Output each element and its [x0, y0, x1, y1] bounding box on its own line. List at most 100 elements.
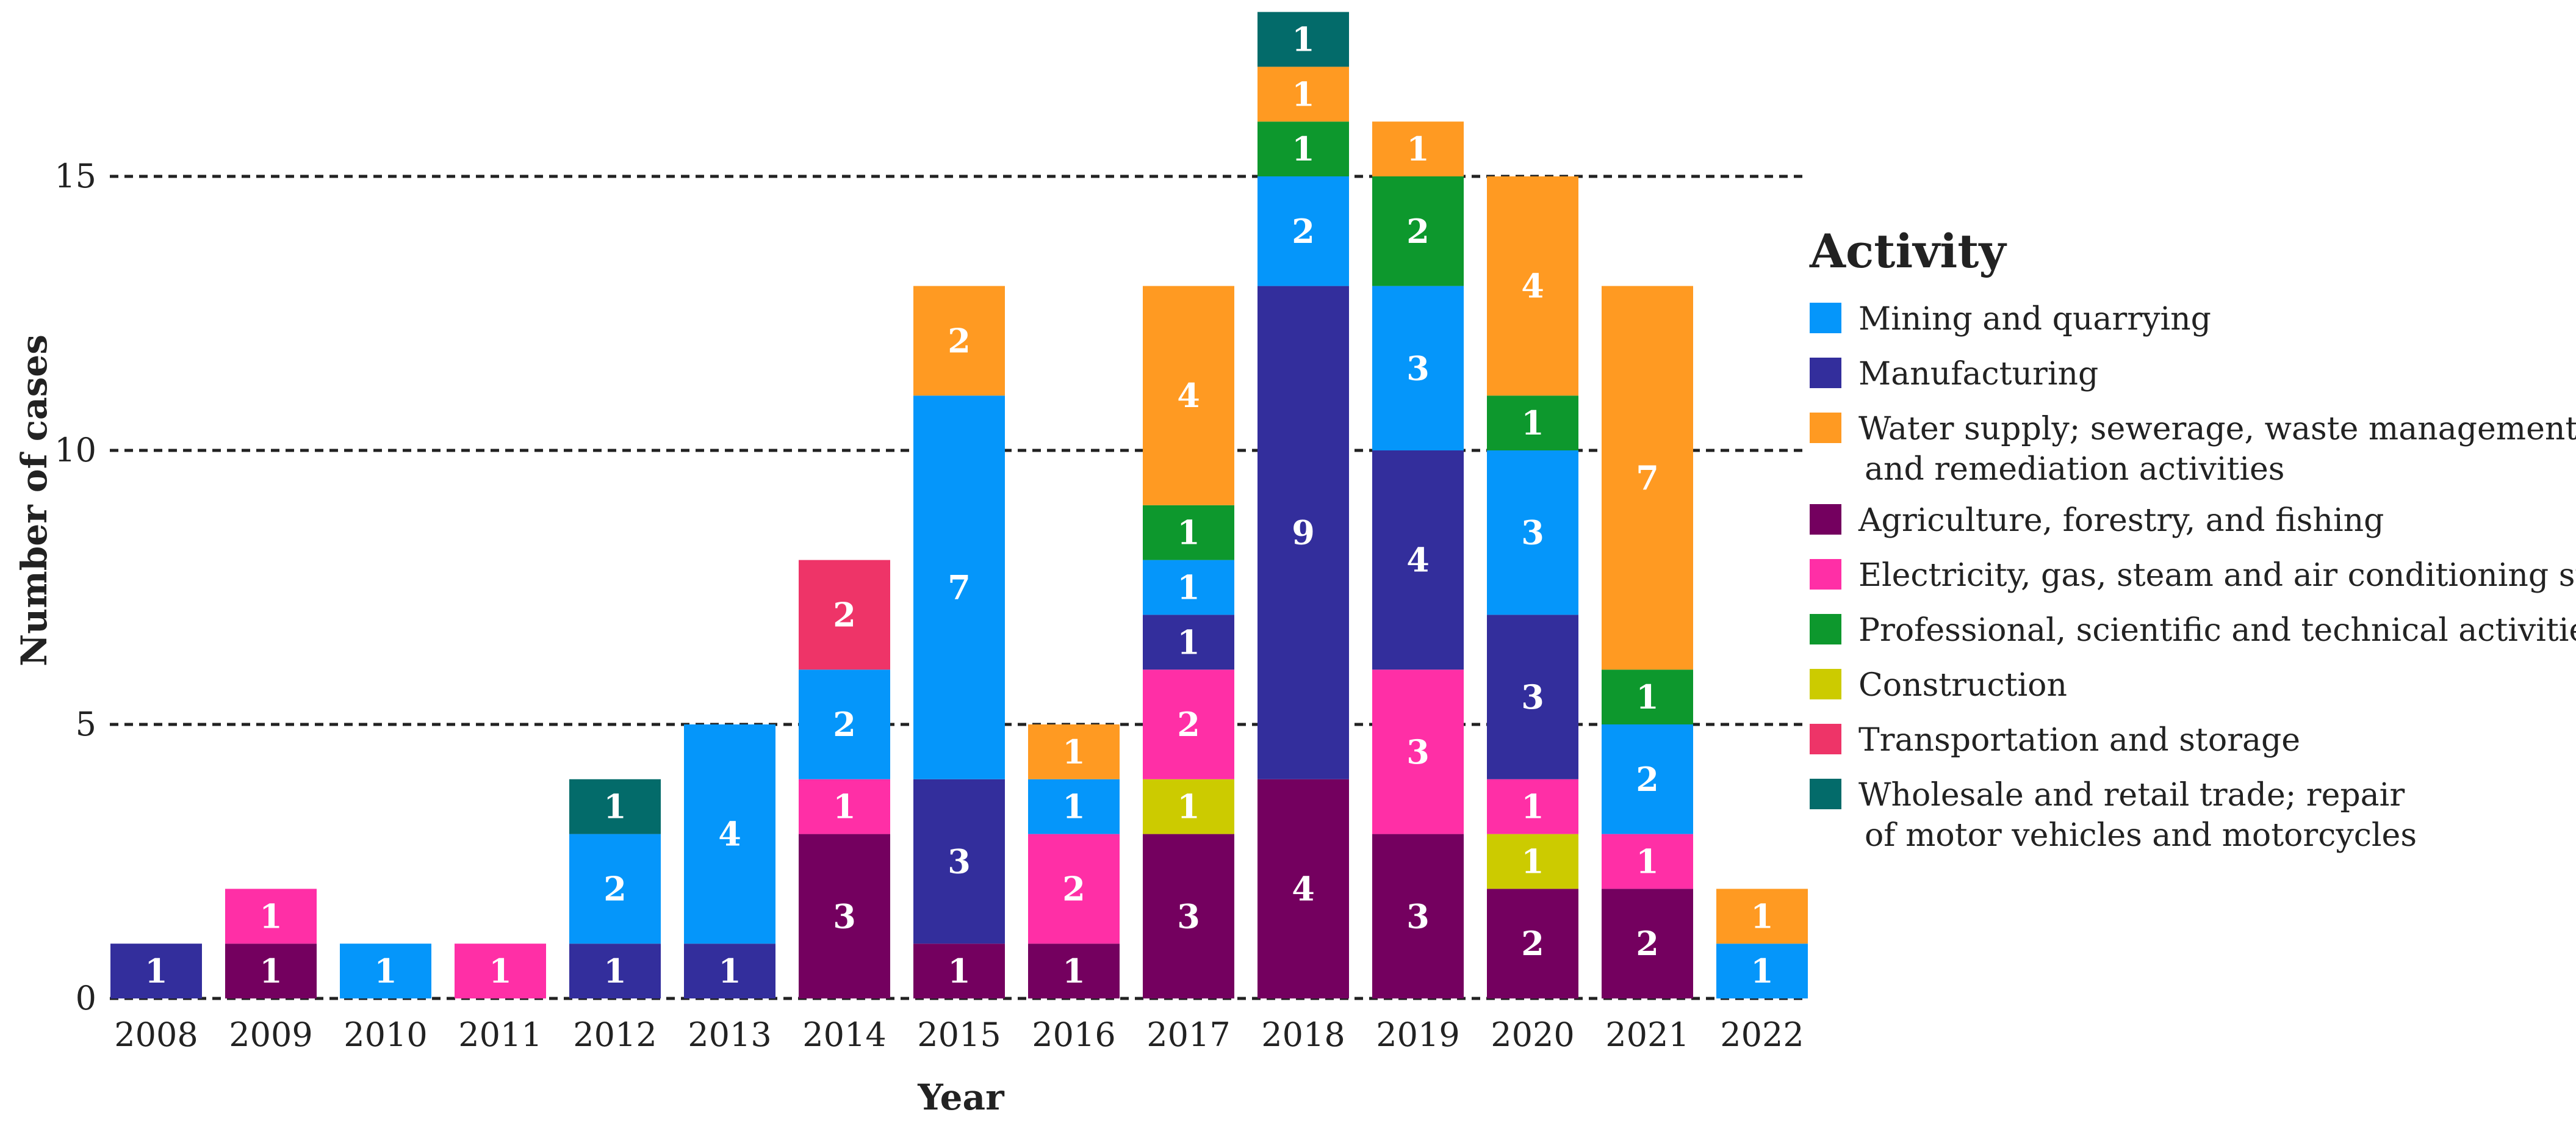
x-tick-label: 2015 — [917, 1016, 1001, 1054]
data-label: 4 — [1292, 869, 1315, 908]
bar-segment — [1602, 286, 1693, 670]
bar-segment — [1716, 889, 1808, 944]
y-axis-title: Number of cases — [13, 334, 55, 666]
bar-segment — [1143, 834, 1234, 998]
data-label: 1 — [1292, 20, 1315, 59]
bar-segment — [799, 669, 890, 779]
bar-segment — [1602, 834, 1693, 889]
bar-segment — [225, 944, 317, 998]
bar-segment — [1257, 779, 1349, 998]
legend-swatch — [1810, 504, 1841, 535]
bar-segment — [1372, 121, 1464, 176]
bar-segment — [1372, 450, 1464, 670]
x-tick-label: 2021 — [1605, 1016, 1689, 1054]
bar-segment — [340, 944, 431, 998]
legend-label: Transportation and storage — [1858, 722, 2300, 759]
bar-segment — [1257, 286, 1349, 779]
data-label: 3 — [1406, 732, 1430, 771]
data-label: 1 — [948, 951, 971, 991]
y-tick-label: 5 — [76, 705, 96, 743]
x-tick-label: 2020 — [1491, 1016, 1574, 1054]
data-label: 1 — [1062, 951, 1085, 991]
data-label: 1 — [145, 951, 168, 991]
bar-segment — [1257, 12, 1349, 67]
x-tick-label: 2016 — [1032, 1016, 1115, 1054]
legend-label: Wholesale and retail trade; repair — [1858, 777, 2405, 814]
bar-segment — [1028, 779, 1120, 834]
data-label: 3 — [1406, 897, 1430, 936]
data-label: 1 — [833, 787, 856, 826]
data-label: 3 — [1521, 677, 1544, 716]
bar-segment — [1602, 724, 1693, 834]
legend-swatch — [1810, 413, 1841, 443]
data-label: 1 — [603, 951, 627, 991]
legend-label: Mining and quarrying — [1858, 301, 2211, 337]
bar-segment — [913, 395, 1005, 779]
legend-label: Electricity, gas, steam and air conditio… — [1858, 557, 2576, 594]
data-label: 1 — [1292, 74, 1315, 114]
bar-segment — [455, 944, 546, 998]
data-label: 2 — [1636, 760, 1659, 799]
bar-segment — [1487, 834, 1578, 889]
x-tick-label: 2022 — [1720, 1016, 1804, 1054]
data-label: 2 — [1062, 869, 1085, 908]
data-label: 2 — [833, 595, 856, 634]
data-label: 1 — [718, 951, 741, 991]
data-label: 2 — [833, 705, 856, 744]
x-tick-label: 2012 — [573, 1016, 657, 1054]
legend-swatch — [1810, 358, 1841, 388]
bar-segment — [799, 560, 890, 670]
data-label: 2 — [1521, 924, 1544, 963]
bar-segment — [799, 779, 890, 834]
legend-label: Agriculture, forestry, and fishing — [1858, 502, 2384, 539]
data-label: 1 — [1521, 787, 1544, 826]
bar-segment — [1372, 286, 1464, 450]
data-label: 7 — [948, 568, 971, 607]
bar-segment — [1372, 176, 1464, 286]
data-label: 1 — [1406, 129, 1430, 168]
data-label: 1 — [1750, 951, 1774, 991]
x-tick-label: 2018 — [1261, 1016, 1345, 1054]
data-label: 2 — [1636, 924, 1659, 963]
legend: Activity Mining and quarrying Manufacturin… — [1809, 224, 2576, 854]
data-label: 1 — [1636, 677, 1659, 716]
bar-segment — [1372, 834, 1464, 998]
bar-segment — [569, 779, 661, 834]
bar-segment — [1372, 669, 1464, 834]
bars-layer — [110, 12, 1808, 998]
legend-label: and remediation activities — [1865, 451, 2284, 488]
data-label: 2 — [948, 321, 971, 360]
data-label: 1 — [489, 951, 512, 991]
bar-segment — [569, 944, 661, 998]
bar-segment — [110, 944, 202, 998]
data-label: 1 — [1750, 897, 1774, 936]
bar-segment — [1028, 944, 1120, 998]
bar-segment — [1487, 176, 1578, 396]
bar-segment — [1143, 779, 1234, 834]
bar-segment — [1487, 395, 1578, 450]
bar-segment — [1143, 505, 1234, 560]
data-label: 1 — [1292, 129, 1315, 168]
axis-layer: 0 5 10 15 2008 2009 2010 2011 2012 2013 2014 2015 20… — [13, 157, 1804, 1118]
legend-label: Manufacturing — [1858, 356, 2098, 392]
data-label: 7 — [1636, 458, 1659, 497]
data-label: 1 — [1521, 842, 1544, 881]
data-label: 3 — [1177, 897, 1200, 936]
bar-segment — [913, 779, 1005, 944]
bar-segment — [1257, 121, 1349, 176]
x-tick-label: 2017 — [1146, 1016, 1230, 1054]
bar-segment — [1487, 779, 1578, 834]
data-label: 2 — [603, 869, 627, 908]
bar-segment — [1143, 669, 1234, 779]
bar-segment — [1487, 450, 1578, 615]
data-label: 4 — [718, 815, 741, 854]
data-label: 1 — [1062, 732, 1085, 771]
data-label: 4 — [1521, 267, 1544, 306]
bar-segment — [1257, 67, 1349, 122]
data-label: 3 — [1406, 348, 1430, 388]
data-label: 1 — [1521, 403, 1544, 442]
data-label: 1 — [1062, 787, 1085, 826]
data-label: 9 — [1292, 513, 1315, 552]
legend-swatch — [1810, 669, 1841, 699]
